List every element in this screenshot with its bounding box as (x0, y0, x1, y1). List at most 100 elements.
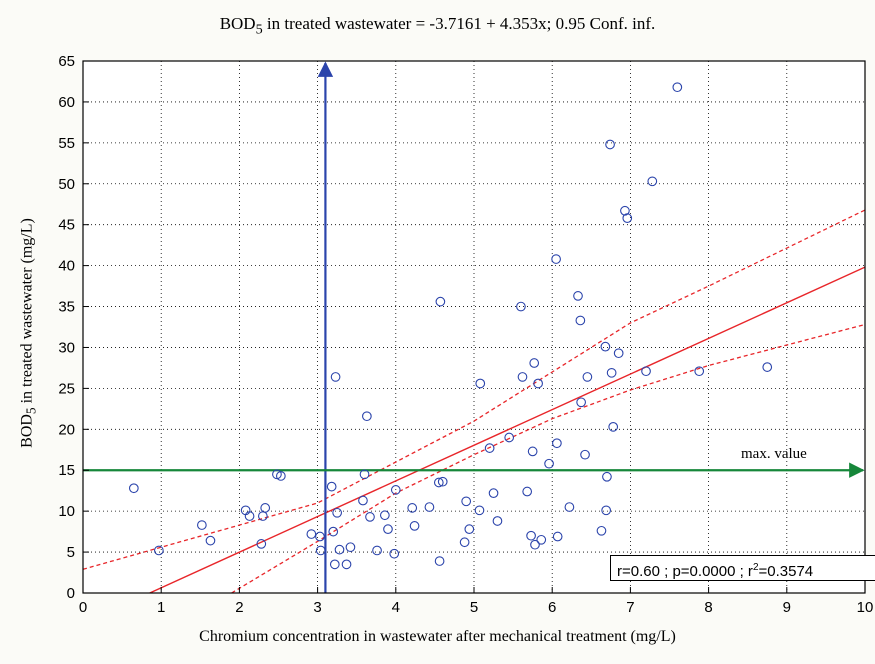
data-point (358, 495, 368, 506)
data-point (601, 505, 612, 516)
x-tick-label: 5 (470, 599, 478, 616)
max-value-annotation: max. value (741, 446, 807, 462)
data-point (484, 443, 495, 453)
data-point (582, 372, 593, 382)
data-point (389, 548, 400, 559)
y-tick-label: 60 (58, 94, 75, 111)
data-point (573, 291, 583, 301)
y-tick-label: 65 (58, 53, 75, 70)
data-point (306, 529, 317, 539)
y-tick-label: 5 (67, 544, 75, 561)
y-tick-label: 20 (58, 421, 75, 438)
data-point (608, 422, 619, 432)
data-point (762, 362, 773, 372)
y-tick-label: 45 (58, 217, 75, 234)
data-point (362, 411, 372, 422)
x-tick-label: 8 (704, 599, 712, 616)
data-point (475, 378, 486, 389)
data-point (315, 545, 326, 556)
data-point (128, 483, 139, 494)
y-tick-label: 55 (58, 135, 75, 152)
x-tick-label: 2 (235, 599, 243, 616)
y-tick-label: 50 (58, 176, 75, 193)
data-point (330, 372, 341, 382)
data-point (154, 545, 164, 556)
x-tick-label: 1 (157, 599, 165, 616)
data-point (551, 254, 561, 264)
y-tick-label: 35 (58, 299, 75, 316)
data-point (334, 544, 345, 555)
data-point (197, 520, 207, 530)
y-tick-label: 0 (67, 585, 75, 602)
stats-box: r=0.60 ; p=0.0000 ; r2=0.3574 (610, 555, 875, 581)
data-point (341, 559, 352, 570)
data-point (437, 476, 448, 487)
x-tick-label: 4 (392, 599, 400, 616)
data-point (260, 503, 271, 513)
y-axis-label: BOD5 in treated wastewater (mg/L) (18, 218, 39, 448)
data-point (461, 496, 472, 507)
data-point (492, 516, 503, 526)
x-tick-label: 10 (857, 599, 874, 616)
data-point (434, 556, 445, 566)
data-point (474, 505, 485, 516)
data-point (522, 486, 533, 497)
x-axis-label: Chromium concentration in wastewater aft… (199, 628, 676, 645)
data-point (329, 559, 340, 570)
data-point (552, 438, 562, 449)
data-point (527, 446, 538, 457)
data-point (596, 525, 607, 536)
x-tick-label: 3 (313, 599, 321, 616)
data-point (390, 485, 401, 495)
data-point (641, 366, 651, 377)
data-point (488, 488, 499, 498)
reference-lines (83, 61, 865, 593)
data-point (332, 507, 343, 518)
data-point (622, 213, 633, 223)
data-point (526, 530, 536, 541)
data-point (575, 315, 586, 326)
data-point (256, 539, 267, 549)
data-point (372, 545, 382, 556)
data-point (647, 176, 658, 187)
data-point (533, 378, 543, 389)
data-point (244, 511, 255, 521)
data-point (424, 502, 435, 512)
y-tick-label: 15 (58, 462, 75, 479)
x-tick-label: 0 (79, 599, 87, 616)
data-point (600, 341, 611, 352)
data-point (529, 358, 540, 368)
data-point (606, 367, 617, 378)
confidence-upper-line (83, 209, 865, 570)
x-tick-label: 9 (783, 599, 791, 616)
x-tick-label: 6 (548, 599, 556, 616)
data-point (605, 139, 615, 150)
data-point (517, 372, 528, 382)
y-tick-label: 40 (58, 258, 75, 275)
data-point (576, 397, 586, 408)
data-points (128, 82, 773, 570)
y-tick-label: 30 (58, 339, 75, 356)
grid-lines (83, 61, 865, 593)
y-tick-label: 25 (58, 380, 75, 397)
data-point (602, 471, 612, 482)
data-point (275, 471, 286, 481)
data-point (383, 524, 393, 535)
data-point (536, 534, 547, 545)
data-point (530, 539, 540, 550)
data-point (552, 531, 563, 542)
data-point (464, 524, 475, 535)
data-point (459, 537, 470, 548)
data-point (205, 535, 216, 546)
data-point (359, 469, 370, 480)
data-point (409, 521, 420, 531)
data-point (433, 477, 444, 488)
data-point (380, 510, 390, 521)
data-point (407, 503, 418, 513)
data-point (694, 366, 705, 377)
chart-title: BOD5 in treated wastewater = -3.7161 + 4… (219, 14, 656, 38)
data-point (328, 526, 339, 537)
